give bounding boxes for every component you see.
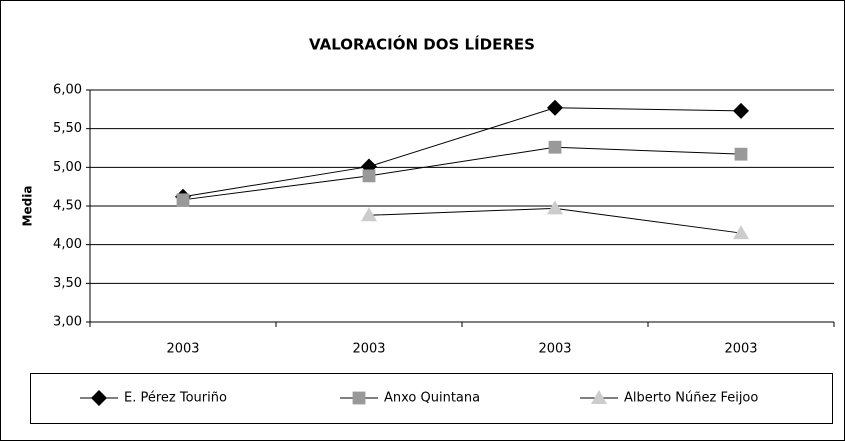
y-axis-label: Media [21,186,35,227]
marker [547,200,563,215]
y-tick-label: 5,00 [53,160,82,175]
marker [734,147,748,161]
marker [91,390,107,406]
x-tick-label: 2003 [724,342,757,357]
legend-label: E. Pérez Touriño [124,391,227,406]
series-line [182,146,742,201]
y-tick-label: 3,50 [53,276,82,291]
y-tick-label: 6,00 [53,83,82,98]
y-tick-label: 4,50 [53,199,82,214]
marker [548,140,562,154]
marker [733,102,749,119]
marker [733,225,749,240]
marker [352,391,366,405]
x-tick-label: 2003 [166,342,199,357]
x-tick-label: 2003 [352,342,385,357]
marker [176,193,190,207]
marker [591,390,607,404]
y-tick-label: 3,00 [53,315,82,330]
chart-title: VALORACIÓN DOS LÍDERES [309,35,535,54]
x-tick-label: 2003 [538,342,571,357]
series-line [182,107,742,198]
marker [362,169,376,183]
marker [547,99,563,116]
y-tick-label: 4,00 [53,237,82,252]
legend-box [30,373,833,424]
legend-label: Alberto Núñez Feijoo [624,391,758,406]
legend-label: Anxo Quintana [384,391,480,406]
y-tick-label: 5,50 [53,121,82,136]
marker [361,207,377,222]
